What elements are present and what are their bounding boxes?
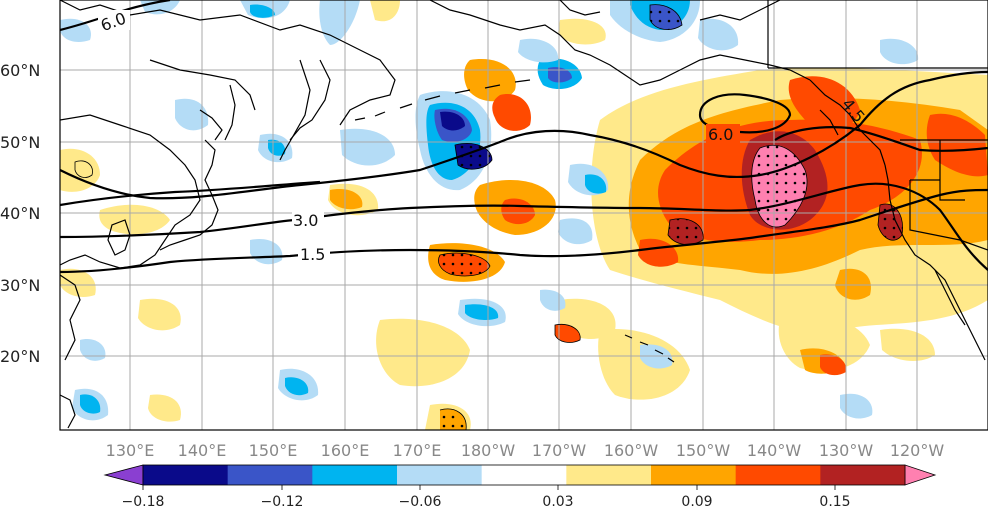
colorbar-segment — [227, 465, 313, 485]
colorbar-segment — [312, 465, 398, 485]
colorbar-segment — [735, 465, 821, 485]
colorbar-segment — [566, 465, 652, 485]
contour-label-3: 3.0 — [293, 211, 318, 230]
colorbar-max-arrow — [904, 464, 937, 486]
colorbar-outline — [142, 464, 906, 486]
colorbar-min-arrow — [103, 464, 144, 486]
lat-label-30n: 30°N — [0, 276, 40, 295]
colorbar-label-009: 0.09 — [681, 494, 712, 510]
colorbar-ticks — [142, 485, 836, 490]
colorbar-label-neg018: −0.18 — [122, 494, 165, 510]
lat-label-40n: 40°N — [0, 204, 40, 223]
colorbar-label-015: 0.15 — [819, 494, 850, 510]
lon-label-150w: 150°W — [676, 441, 731, 460]
lon-label-140e: 140°E — [178, 441, 227, 460]
map-frame — [59, 0, 988, 431]
lon-label-120w: 120°W — [890, 441, 945, 460]
lat-label-60n: 60°N — [0, 61, 40, 80]
lat-label-20n: 20°N — [0, 347, 40, 366]
colorbar-segment — [481, 465, 567, 485]
longitude-labels: 130°E 140°E 150°E 160°E 170°E 180°W 170°… — [106, 441, 945, 460]
colorbar-label-neg006: −0.06 — [399, 494, 442, 510]
lon-label-160e: 160°E — [321, 441, 370, 460]
lat-label-50n: 50°N — [0, 133, 40, 152]
latitude-labels: 60°N 50°N 40°N 30°N 20°N — [0, 61, 40, 366]
lon-label-130w: 130°W — [819, 441, 874, 460]
contour-label-1-5: 1.5 — [300, 245, 325, 264]
colorbar-segment — [143, 465, 229, 485]
colorbar-segment — [397, 465, 483, 485]
significance-contours — [74, 4, 903, 430]
colorbar-label-003: 0.03 — [542, 494, 573, 510]
lon-label-170e: 170°E — [393, 441, 442, 460]
colorbar-label-neg012: −0.12 — [261, 494, 304, 510]
lon-label-130e: 130°E — [106, 441, 155, 460]
graticule — [60, 0, 988, 430]
lon-label-180w: 180°W — [461, 441, 516, 460]
colorbar-segment — [651, 465, 737, 485]
lon-label-150e: 150°E — [249, 441, 298, 460]
colorbar: −0.18 −0.12 −0.06 0.03 0.09 0.15 — [103, 464, 937, 510]
lon-label-160w: 160°W — [604, 441, 659, 460]
colorbar-segment — [820, 465, 906, 485]
lon-label-170w: 170°W — [532, 441, 587, 460]
contour-label-6b: 6.0 — [708, 125, 733, 144]
lon-label-140w: 140°W — [747, 441, 802, 460]
